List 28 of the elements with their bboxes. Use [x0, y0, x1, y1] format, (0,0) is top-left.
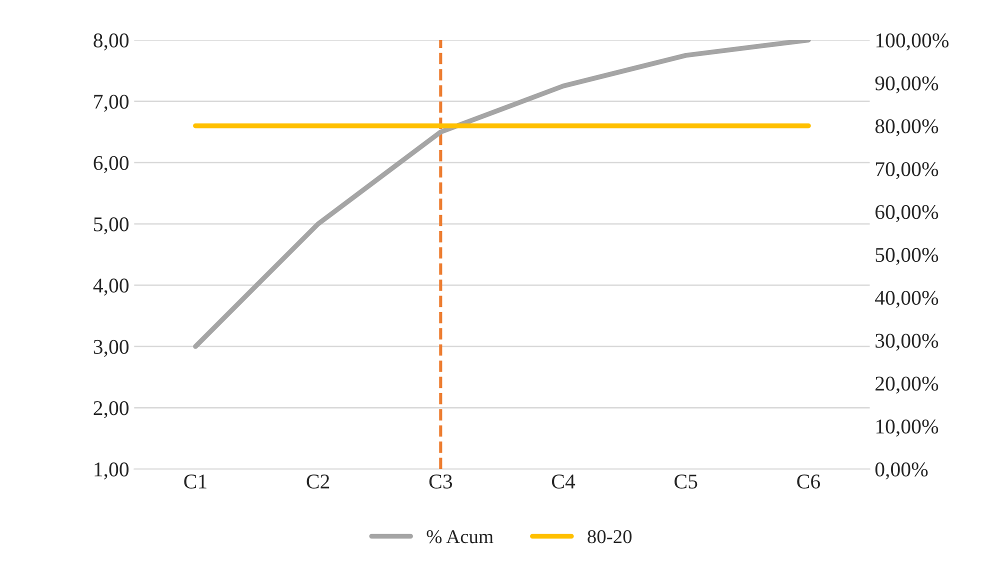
y-tick-label: 5,00	[94, 217, 129, 234]
y-tick-label: 3,00	[94, 340, 129, 357]
x-tick-label: C4	[552, 474, 576, 489]
y2-tick-label: 10,00%	[876, 420, 938, 437]
y-tick-label: 8,00	[94, 33, 129, 50]
y2-tick-label: 20,00%	[876, 376, 938, 394]
y2-tick-label: 90,00%	[875, 76, 938, 94]
y-tick-label: 4,00	[93, 278, 129, 296]
legend-label: % Acum	[426, 530, 494, 544]
line-series	[193, 40, 811, 349]
y-tick-label: 6,00	[94, 156, 129, 174]
y2-tick-label: 100,00%	[876, 33, 949, 50]
x-tick-label: C6	[797, 474, 820, 489]
legend-label: 80-20	[588, 530, 632, 544]
y2-tick-label: 80,00%	[875, 119, 938, 136]
x-tick-label: C2	[306, 474, 330, 489]
y-tick-label: 7,00	[94, 94, 129, 112]
y2-tick-label: 40,00%	[875, 290, 938, 308]
y-tick-label: 2,00	[94, 401, 129, 418]
y2-tick-label: 0,00%	[875, 462, 928, 480]
x-tick-label: C1	[184, 474, 206, 489]
x-tick-label: C3	[429, 474, 452, 489]
y2-tick-label: 60,00%	[876, 205, 938, 222]
y2-tick-label: 50,00%	[876, 248, 938, 265]
y2-tick-label: 30,00%	[876, 334, 938, 351]
y2-tick-label: 70,00%	[876, 162, 938, 180]
y-tick-label: 1,00	[94, 462, 129, 480]
x-tick-label: C5	[674, 474, 698, 489]
